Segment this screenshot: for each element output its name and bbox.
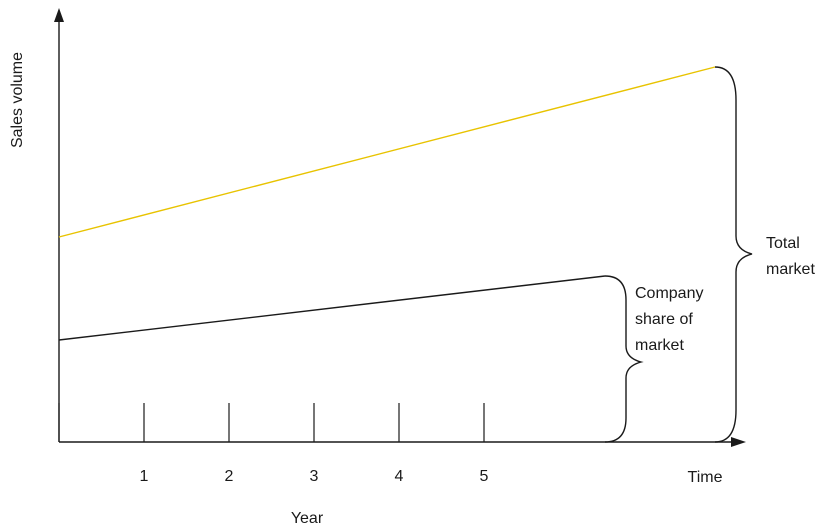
series-line-company-share bbox=[58, 275, 606, 341]
series-line-total-market bbox=[58, 66, 716, 238]
company-share-label-line3: market bbox=[635, 337, 684, 354]
total-market-label-line2: market bbox=[766, 261, 815, 278]
total-market-label-line1: Total bbox=[766, 235, 800, 252]
x-axis-end-label: Time bbox=[688, 469, 723, 486]
x-tick-label-3: 3 bbox=[310, 468, 319, 485]
x-tick-label-4: 4 bbox=[395, 468, 404, 485]
x-axis-arrow bbox=[731, 437, 746, 447]
x-tick-marks bbox=[58, 403, 485, 442]
company-share-brace bbox=[604, 275, 644, 443]
x-tick-label-5: 5 bbox=[480, 468, 489, 485]
company-share-label-line1: Company bbox=[635, 285, 703, 302]
y-axis-arrow bbox=[54, 8, 64, 22]
x-axis-label: Year bbox=[291, 510, 324, 527]
company-share-label-line2: share of bbox=[635, 311, 693, 328]
x-tick-label-2: 2 bbox=[225, 468, 234, 485]
total-market-brace bbox=[714, 66, 753, 443]
y-axis-label: Sales volume bbox=[9, 52, 26, 148]
x-tick-labels: 1 2 3 4 5 bbox=[140, 468, 489, 485]
x-tick-label-1: 1 bbox=[140, 468, 149, 485]
